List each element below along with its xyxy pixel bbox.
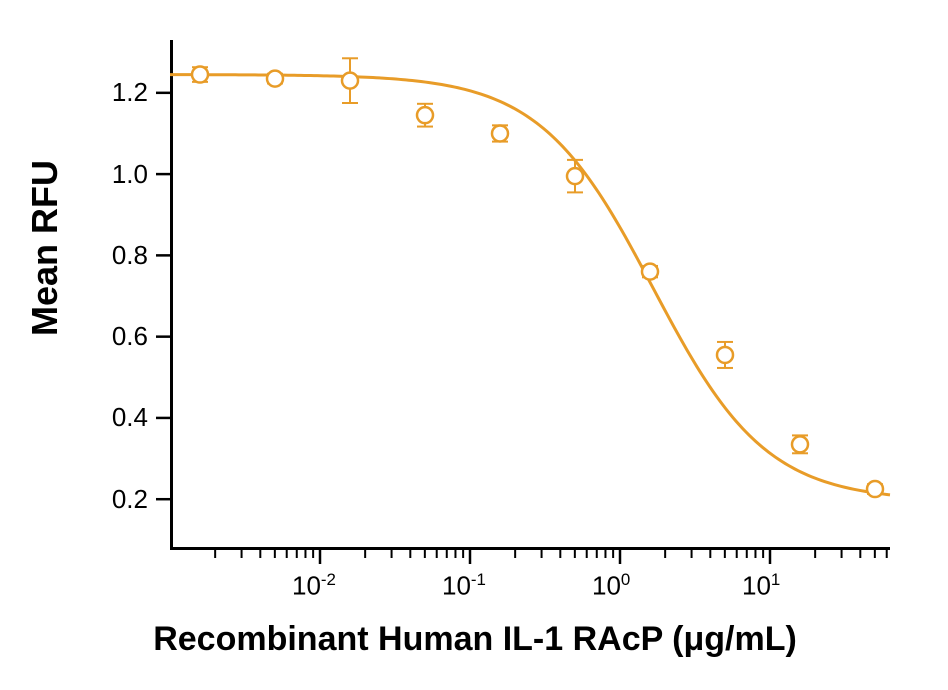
- fit-curve: [170, 75, 890, 495]
- data-point: [792, 436, 808, 452]
- y-tick-label: 0.4: [112, 402, 148, 433]
- data-point: [867, 481, 883, 497]
- x-tick-label: 10-1: [442, 570, 486, 602]
- y-tick-label: 1.2: [112, 77, 148, 108]
- x-tick-label: 10-2: [292, 570, 336, 602]
- data-point: [417, 107, 433, 123]
- y-tick-label: 0.8: [112, 240, 148, 271]
- data-point: [492, 125, 508, 141]
- y-axis-label: Mean RFU: [24, 256, 66, 336]
- x-tick-label: 101: [742, 570, 780, 602]
- x-axis-label: Recombinant Human IL-1 RAcP (μg/mL): [20, 620, 930, 659]
- y-tick-label: 0.2: [112, 484, 148, 515]
- data-point: [267, 71, 283, 87]
- data-point: [717, 347, 733, 363]
- data-point: [342, 73, 358, 89]
- x-tick-label: 100: [592, 570, 630, 602]
- data-point: [192, 67, 208, 83]
- data-point: [642, 264, 658, 280]
- y-tick-label: 1.0: [112, 159, 148, 190]
- y-tick-label: 0.6: [112, 321, 148, 352]
- data-point: [567, 168, 583, 184]
